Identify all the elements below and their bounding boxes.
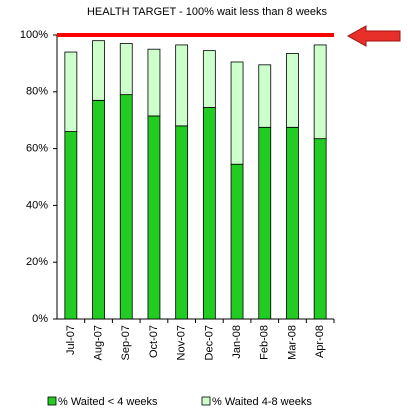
x-tick-label: Jan-08	[231, 325, 243, 359]
y-tick-label: 40%	[26, 199, 48, 211]
bar-segment	[147, 115, 161, 320]
legend-swatch	[47, 396, 57, 406]
bar-segment	[147, 48, 161, 117]
bar-segment	[202, 50, 216, 108]
legend-label: % Waited < 4 weeks	[58, 396, 158, 408]
bar-segment	[313, 138, 327, 320]
bar-segment	[286, 53, 299, 128]
x-tick-label: Nov-07	[176, 325, 188, 360]
x-tick-label: Sep-07	[120, 325, 132, 360]
bar-segment	[64, 51, 78, 132]
chart-title: HEALTH TARGET - 100% wait less than 8 we…	[87, 6, 328, 18]
bar-segment	[202, 107, 216, 320]
bar-segment	[175, 44, 189, 127]
bar-segment	[92, 40, 105, 101]
bar-segment	[92, 99, 105, 320]
bar-segment	[286, 126, 299, 320]
legend-label: % Waited 4-8 weeks	[212, 396, 312, 408]
y-tick-label: 100%	[20, 29, 48, 41]
x-tick-label: Oct-07	[148, 325, 160, 358]
x-tick-label: Jul-07	[65, 325, 77, 355]
x-tick-label: Dec-07	[203, 325, 215, 360]
y-tick-label: 20%	[26, 256, 48, 268]
y-tick-label: 80%	[26, 86, 48, 98]
bar-segment	[258, 126, 272, 320]
bar-segment	[313, 44, 327, 140]
x-tick-label: Mar-08	[286, 325, 298, 360]
bar-segment	[175, 125, 189, 320]
bar-segment	[64, 131, 78, 320]
legend-swatch	[201, 396, 211, 406]
y-tick-label: 0%	[32, 313, 48, 325]
bar-segment	[119, 94, 133, 320]
x-tick-label: Aug-07	[92, 325, 104, 360]
x-tick-label: Feb-08	[259, 325, 271, 360]
target-arrow	[346, 25, 401, 47]
bar-segment	[230, 163, 244, 320]
bar-segment	[230, 61, 244, 165]
bar-segment	[258, 64, 272, 128]
x-tick-label: Apr-08	[314, 325, 326, 358]
y-tick-label: 60%	[26, 143, 48, 155]
bar-segment	[119, 43, 133, 96]
